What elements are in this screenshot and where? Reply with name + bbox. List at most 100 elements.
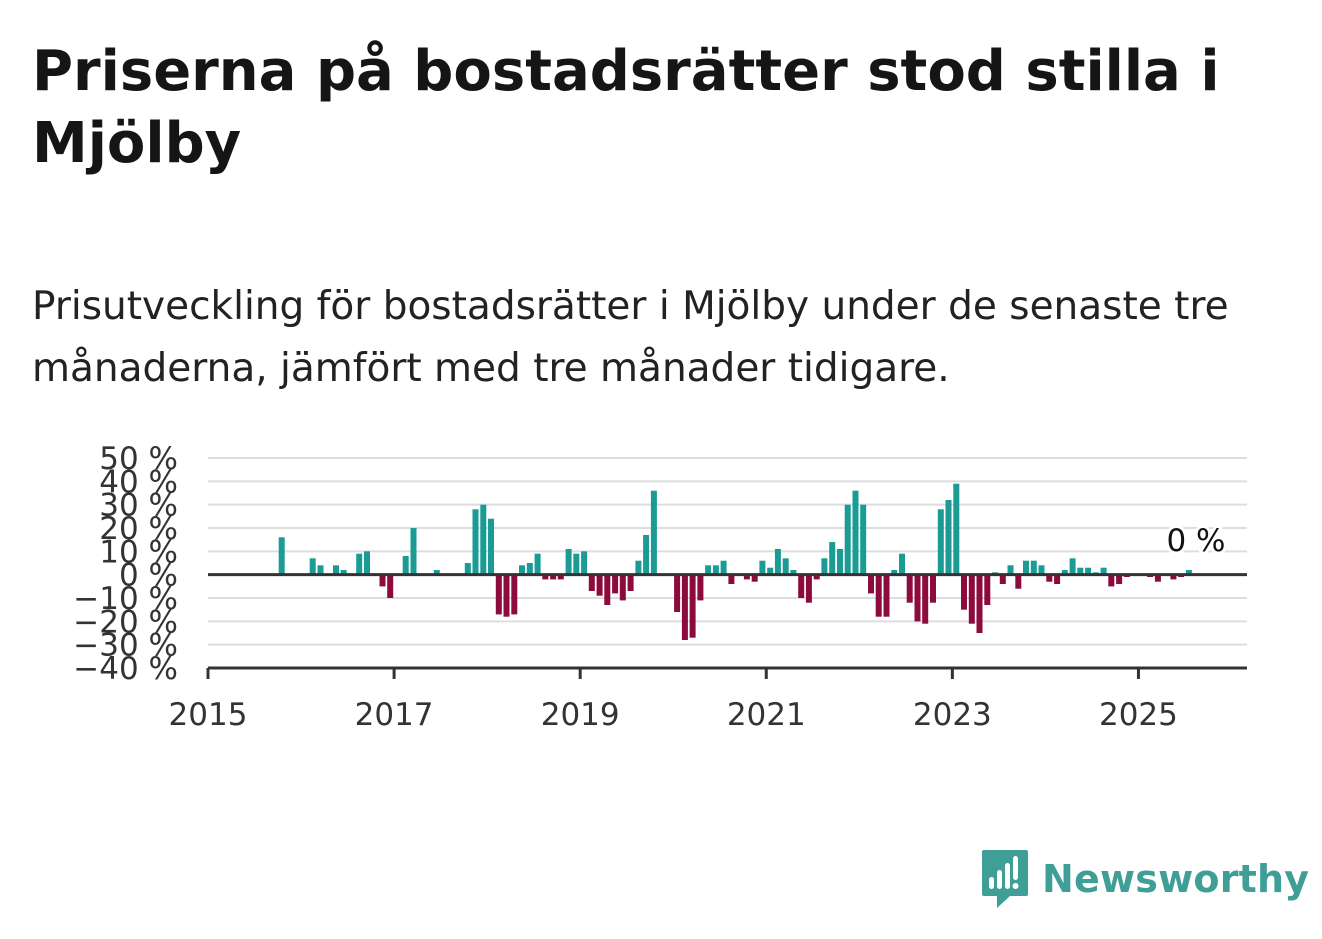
y-tick-label: 40 %: [99, 464, 178, 500]
bar: [511, 574, 518, 615]
bar: [581, 551, 588, 575]
bar: [534, 553, 541, 575]
bar: [968, 574, 975, 624]
bar: [790, 570, 797, 575]
x-axis: 2015 2017 2019 2021 2023 2025: [169, 666, 1247, 733]
bar: [1116, 574, 1123, 584]
bar: [860, 504, 867, 575]
bar: [340, 570, 347, 575]
bar: [914, 574, 921, 622]
bar: [1085, 567, 1092, 575]
bar: [495, 574, 502, 615]
bar: [402, 556, 409, 575]
bar: [689, 574, 696, 638]
bar: [503, 574, 510, 617]
bar: [743, 574, 750, 580]
bar: [356, 553, 363, 575]
bar: [604, 574, 611, 605]
bar: [1023, 560, 1029, 575]
bar: [782, 558, 789, 575]
bar: [565, 549, 572, 575]
bar: [875, 574, 882, 617]
bar: [1054, 574, 1061, 584]
bar: [480, 504, 487, 575]
bar: [1170, 574, 1177, 580]
bar: [1100, 567, 1107, 575]
bar: [829, 542, 836, 575]
bar: [472, 509, 479, 575]
bar: [891, 570, 898, 575]
bar: [1007, 565, 1014, 575]
newsworthy-logo: Newsworthy: [980, 848, 1309, 910]
y-tick-label: 10 %: [99, 534, 178, 570]
y-tick-label: 0 %: [119, 558, 178, 594]
y-axis: 50 %40 %30 %20 %10 %0 %−10 %−20 %−30 %−4…: [73, 441, 178, 687]
bar: [410, 528, 417, 575]
y-tick-label: −20 %: [73, 604, 178, 640]
bar: [844, 504, 851, 575]
latest-value-annotation: 0 %: [1166, 523, 1225, 559]
bar: [387, 574, 394, 598]
bar: [953, 483, 960, 575]
bar: [759, 560, 766, 575]
x-tick-label: 2019: [541, 697, 620, 733]
bar: [379, 574, 386, 587]
bar: [278, 537, 285, 575]
bar: [612, 574, 619, 594]
bar: [433, 570, 440, 575]
bar: [883, 574, 890, 617]
bar: [999, 574, 1006, 584]
bar: [364, 551, 370, 575]
bar-chart: 50 %40 %30 %20 %10 %0 %−10 %−20 %−30 %−4…: [73, 441, 1247, 733]
bar: [588, 574, 595, 591]
bar: [550, 574, 557, 580]
bar: [573, 553, 580, 575]
y-tick-label: −10 %: [73, 581, 178, 617]
bar: [774, 549, 781, 575]
bar: [1030, 560, 1037, 575]
y-tick-label: −30 %: [73, 628, 178, 664]
bar: [674, 574, 681, 612]
bar: [961, 574, 967, 610]
bar: [712, 565, 719, 575]
bar: [542, 574, 549, 580]
y-tick-label: −40 %: [73, 651, 178, 687]
bar: [643, 535, 650, 575]
bar: [906, 574, 913, 603]
bar: [813, 574, 820, 580]
bar: [1038, 565, 1045, 575]
x-tick-label: 2025: [1099, 697, 1178, 733]
bar: [557, 574, 564, 580]
bar: [1108, 574, 1115, 587]
bar: [837, 549, 843, 575]
bar: [317, 565, 324, 575]
x-tick-label: 2023: [913, 697, 992, 733]
x-tick-label: 2015: [169, 697, 248, 733]
y-tick-label: 30 %: [99, 488, 178, 524]
y-tick-label: 50 %: [99, 441, 178, 477]
bar: [922, 574, 929, 624]
bar: [309, 558, 316, 575]
bar-series: [208, 483, 1247, 640]
bar: [1061, 570, 1068, 575]
bar: [798, 574, 805, 598]
gridlines: [208, 457, 1247, 646]
bar: [852, 490, 859, 575]
bar: [526, 563, 533, 575]
y-tick-label: 20 %: [99, 511, 178, 547]
bar: [930, 574, 936, 603]
bar: [619, 574, 626, 601]
bar: [868, 574, 874, 594]
bar: [519, 565, 525, 575]
bar: [596, 574, 603, 596]
bar: [767, 567, 774, 575]
bar: [1077, 567, 1084, 575]
bar: [635, 560, 642, 575]
bar: [705, 565, 712, 575]
bar: [333, 565, 339, 575]
bar: [728, 574, 735, 584]
bar: [650, 490, 657, 575]
bar: [1069, 558, 1076, 575]
bar: [805, 574, 812, 603]
bar: [681, 574, 688, 640]
